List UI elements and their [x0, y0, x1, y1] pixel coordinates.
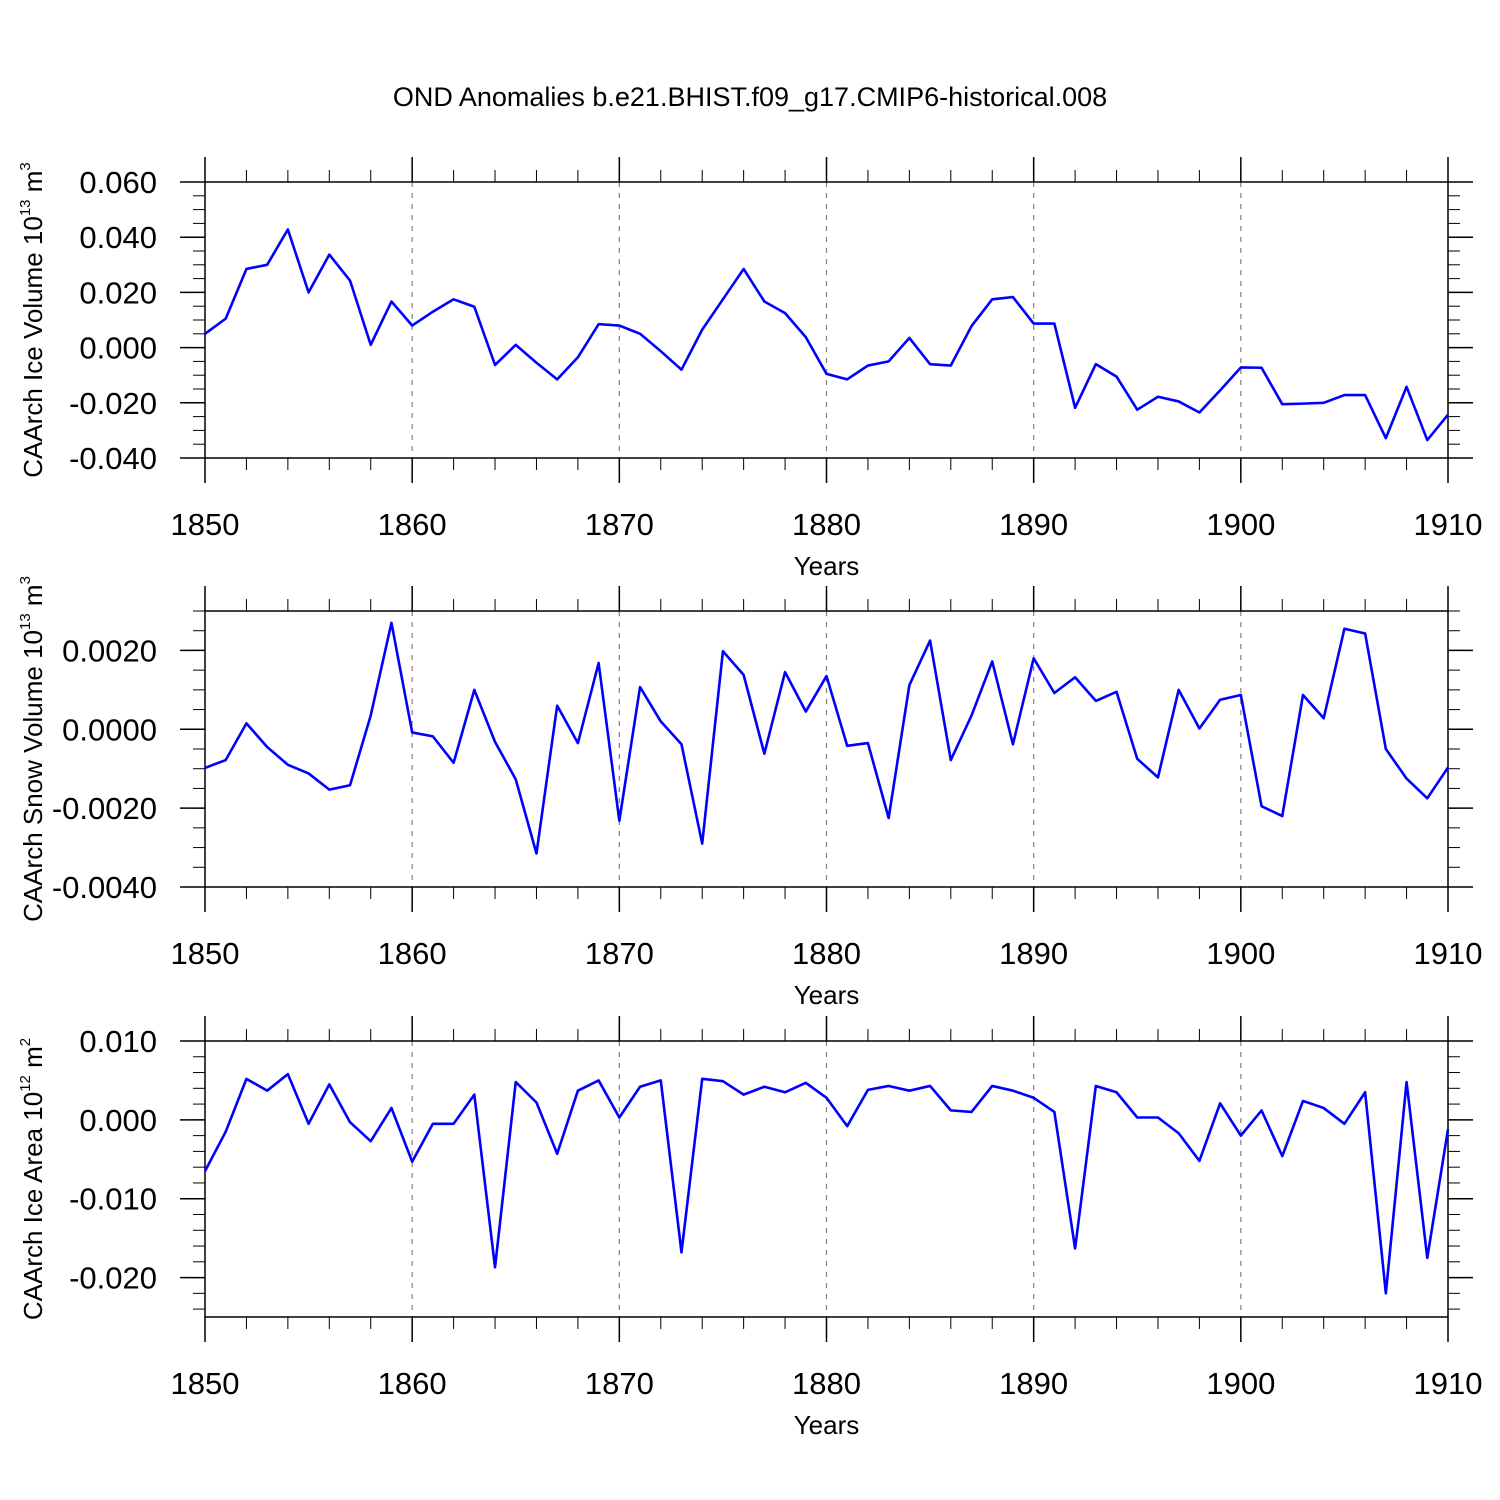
- y-tick-label: -0.010: [69, 1182, 157, 1217]
- y-tick-label: -0.020: [69, 1261, 157, 1296]
- y-axis-title-text: CAArch Ice Area 10: [18, 1092, 48, 1320]
- x-tick-label: 1860: [378, 507, 447, 542]
- y-axis-title-text: CAArch Snow Volume 10: [18, 630, 48, 922]
- x-axis-title: Years: [794, 1410, 860, 1440]
- y-axis-title-unit: m: [18, 1046, 48, 1075]
- y-tick-label: 0.010: [79, 1024, 157, 1059]
- x-tick-label: 1860: [378, 936, 447, 971]
- x-tick-label: 1850: [171, 507, 240, 542]
- y-axis-title-exponent: 12: [17, 1075, 34, 1092]
- x-tick-label: 1890: [999, 1366, 1068, 1401]
- x-tick-label: 1890: [999, 507, 1068, 542]
- y-axis-title-unit: m: [18, 171, 48, 200]
- y-tick-label: 0.0020: [62, 633, 157, 668]
- data-series-line: [204, 621, 1450, 855]
- x-tick-label: 1850: [171, 1366, 240, 1401]
- panel-1: 1850 1860 1870 1880 1890 1900 1910 -0.040 -0.020…: [17, 157, 1482, 581]
- data-series-line: [203, 1072, 1450, 1295]
- panel-2: 1850 1860 1870 1880 1890 1900 1910 -0.0040 -0.00…: [17, 576, 1482, 1010]
- x-tick-label: 1870: [585, 936, 654, 971]
- x-tick-label: 1880: [792, 936, 861, 971]
- x-tick-label: 1910: [1414, 507, 1483, 542]
- y-tick-label: 0.060: [79, 165, 157, 200]
- x-tick-label: 1880: [792, 1366, 861, 1401]
- y-tick-label: 0.0000: [62, 712, 157, 747]
- x-tick-label: 1880: [792, 507, 861, 542]
- y-axis-title-unit-exponent: 3: [17, 576, 34, 584]
- x-tick-label: 1900: [1206, 507, 1275, 542]
- x-tick-label: 1870: [585, 507, 654, 542]
- y-tick-label: -0.0040: [52, 870, 157, 905]
- x-axis-title: Years: [794, 980, 860, 1010]
- x-tick-label: 1910: [1414, 1366, 1483, 1401]
- y-axis-title-exponent: 13: [17, 613, 34, 630]
- y-axis-title-unit-exponent: 2: [17, 1038, 34, 1046]
- y-tick-label: 0.000: [79, 331, 157, 366]
- chart-title: OND Anomalies b.e21.BHIST.f09_g17.CMIP6-…: [392, 82, 1108, 112]
- y-axis-title: CAArch Snow Volume 1013 m3: [17, 576, 48, 922]
- y-axis-title-exponent: 13: [17, 199, 34, 216]
- data-series-line: [204, 228, 1450, 442]
- y-axis-title: CAArch Ice Area 1012 m2: [17, 1038, 48, 1320]
- x-tick-label: 1850: [171, 936, 240, 971]
- x-tick-label: 1860: [378, 1366, 447, 1401]
- y-axis-title-text: CAArch Ice Volume 10: [18, 216, 48, 478]
- x-axis-title: Years: [794, 551, 860, 581]
- y-tick-label: 0.000: [79, 1103, 157, 1138]
- x-tick-label: 1890: [999, 936, 1068, 971]
- y-tick-label: -0.040: [69, 441, 157, 476]
- y-tick-label: -0.020: [69, 386, 157, 421]
- y-tick-label: 0.040: [79, 220, 157, 255]
- y-axis-title: CAArch Ice Volume 1013 m3: [17, 162, 48, 478]
- x-tick-label: 1900: [1206, 1366, 1275, 1401]
- x-tick-label: 1900: [1206, 936, 1275, 971]
- y-axis-title-unit-exponent: 3: [17, 162, 34, 170]
- y-tick-label: -0.0020: [52, 791, 157, 826]
- x-tick-label: 1910: [1414, 936, 1483, 971]
- y-tick-label: 0.020: [79, 275, 157, 310]
- y-axis-title-unit: m: [18, 584, 48, 613]
- panel-3: 1850 1860 1870 1880 1890 1900 1910 -0.020 -0.010…: [17, 1016, 1482, 1440]
- x-tick-label: 1870: [585, 1366, 654, 1401]
